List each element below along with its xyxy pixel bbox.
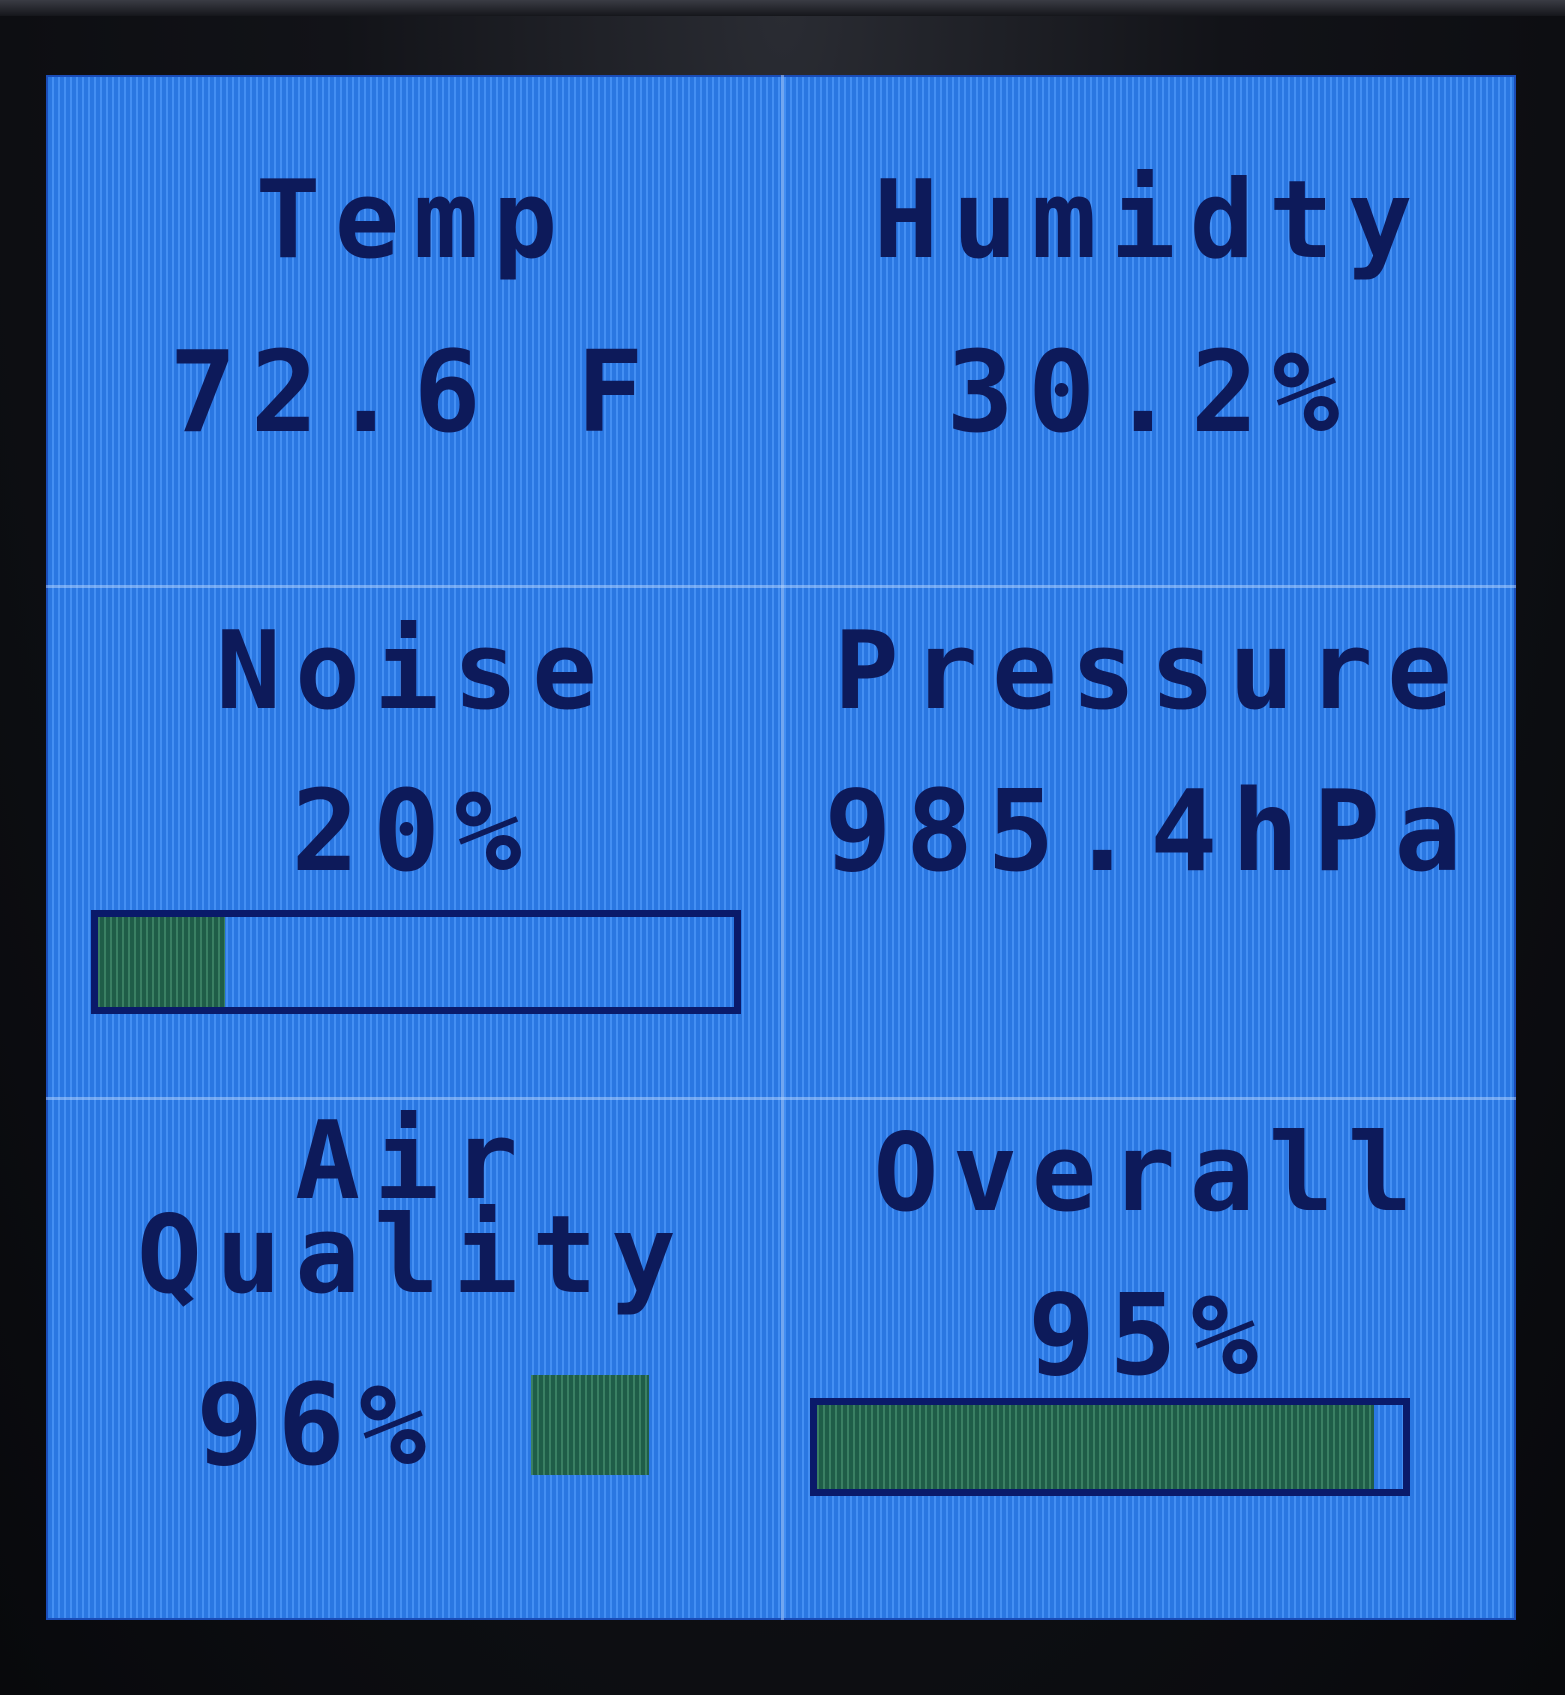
humidity-value: 30.2% bbox=[946, 328, 1354, 458]
humidity-panel: Humidty 30.2% bbox=[784, 75, 1516, 585]
noise-level-fill bbox=[98, 917, 226, 1007]
temp-label: Temp bbox=[255, 158, 572, 283]
pressure-label: Pressure bbox=[833, 609, 1467, 734]
pressure-panel: Pressure 985.4hPa bbox=[784, 588, 1516, 1098]
overall-panel: Overall 95% bbox=[784, 1100, 1516, 1620]
device-bezel bbox=[0, 0, 1565, 16]
horizontal-divider-bottom bbox=[46, 1097, 1516, 1100]
air-quality-panel: Air Quality 96% bbox=[46, 1100, 781, 1620]
pressure-value: 985.4hPa bbox=[824, 767, 1476, 897]
horizontal-divider-top bbox=[46, 585, 1516, 588]
overall-label: Overall bbox=[873, 1111, 1427, 1236]
air-quality-label-line1: Air bbox=[294, 1099, 533, 1224]
temp-value: 72.6 F bbox=[169, 328, 658, 458]
air-quality-label-line2: Quality bbox=[136, 1193, 691, 1318]
overall-level-fill bbox=[817, 1405, 1374, 1489]
vertical-divider bbox=[781, 75, 784, 1620]
overall-level-bar bbox=[810, 1398, 1410, 1496]
noise-label: Noise bbox=[215, 609, 612, 734]
noise-level-bar bbox=[91, 910, 741, 1014]
air-quality-status-indicator bbox=[531, 1375, 649, 1475]
overall-value: 95% bbox=[1027, 1271, 1273, 1401]
humidity-label: Humidty bbox=[873, 158, 1427, 283]
air-quality-value: 96% bbox=[196, 1361, 441, 1491]
noise-panel: Noise 20% bbox=[46, 588, 781, 1098]
temp-panel: Temp 72.6 F bbox=[46, 75, 781, 585]
lcd-screen: Temp 72.6 F Humidty 30.2% Noise 20% Pres… bbox=[46, 75, 1516, 1620]
noise-value: 20% bbox=[291, 767, 536, 897]
